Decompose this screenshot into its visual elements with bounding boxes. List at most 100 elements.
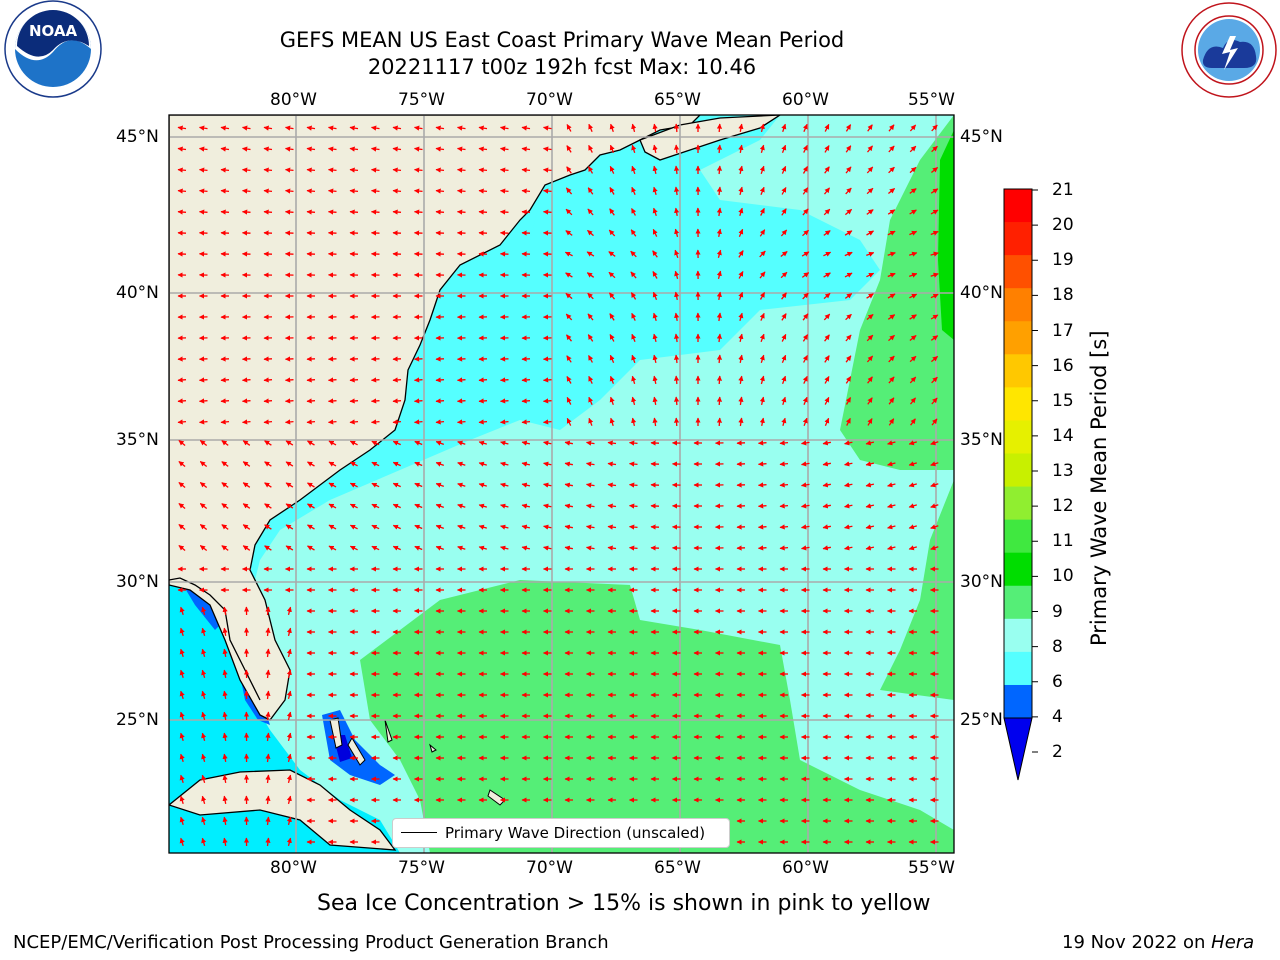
wave-direction-arrow — [674, 354, 680, 364]
wave-direction-arrow — [179, 627, 185, 636]
wave-direction-arrow — [588, 144, 594, 153]
wave-direction-arrow — [845, 187, 852, 195]
wave-direction-arrow — [631, 312, 637, 321]
wave-direction-arrow — [628, 545, 638, 551]
wave-direction-arrow — [759, 417, 765, 427]
wave-direction-arrow — [521, 503, 531, 509]
wave-direction-arrow — [931, 145, 938, 153]
wave-direction-arrow — [930, 251, 939, 257]
wave-direction-arrow — [284, 167, 294, 173]
wave-direction-arrow — [910, 418, 916, 426]
wave-direction-arrow — [307, 461, 315, 467]
lon-label-bottom-65w: 65°W — [654, 858, 701, 878]
wave-direction-arrow — [738, 417, 744, 427]
wave-direction-arrow — [652, 165, 658, 175]
wave-direction-arrow — [931, 124, 938, 132]
wave-direction-arrow — [221, 545, 229, 551]
wave-direction-arrow — [327, 377, 337, 383]
wave-direction-arrow — [179, 837, 185, 846]
wave-direction-arrow — [179, 669, 185, 678]
wave-direction-arrow — [392, 545, 401, 551]
wave-direction-arrow — [413, 167, 423, 173]
wave-direction-arrow — [284, 125, 294, 131]
wave-direction-arrow — [179, 690, 185, 699]
wave-direction-arrow — [867, 124, 873, 132]
wave-direction-arrow — [587, 208, 594, 216]
wave-direction-arrow — [800, 461, 810, 467]
wave-direction-arrow — [781, 123, 787, 133]
wave-direction-arrow — [456, 398, 466, 404]
wave-direction-arrow — [201, 627, 207, 636]
wave-direction-arrow — [674, 207, 680, 217]
wave-direction-arrow — [631, 123, 637, 133]
wave-direction-arrow — [738, 291, 744, 300]
wave-direction-arrow — [565, 292, 573, 300]
wave-direction-arrow — [370, 377, 380, 383]
lon-label-top-55w: 55°W — [908, 90, 955, 110]
wave-direction-arrow — [930, 461, 939, 467]
wave-direction-arrow — [759, 165, 765, 175]
colorbar-tick-label: 9 — [1052, 601, 1063, 622]
wave-direction-arrow — [908, 482, 917, 488]
wave-direction-arrow — [286, 690, 292, 700]
wave-direction-arrow — [478, 524, 487, 530]
wave-direction-arrow — [930, 503, 939, 509]
wave-direction-arrow — [759, 229, 766, 237]
wave-direction-arrow — [328, 503, 337, 509]
wave-direction-arrow — [631, 333, 637, 342]
wave-direction-arrow — [542, 146, 552, 152]
wave-direction-arrow — [802, 396, 808, 405]
wave-direction-arrow — [566, 166, 572, 174]
wave-direction-arrow — [887, 209, 896, 215]
wave-direction-arrow — [392, 482, 401, 488]
wave-direction-arrow — [652, 333, 658, 343]
wave-direction-arrow — [738, 396, 744, 406]
wave-direction-arrow — [264, 482, 272, 488]
wave-direction-arrow — [887, 545, 896, 551]
wave-direction-arrow — [781, 144, 787, 153]
wave-direction-arrow — [738, 207, 744, 216]
wave-direction-arrow — [286, 711, 292, 721]
colorbar-segment — [1004, 453, 1032, 488]
wave-direction-arrow — [542, 125, 552, 131]
wave-direction-arrow — [824, 123, 830, 132]
wave-direction-arrow — [759, 186, 765, 195]
wave-direction-arrow — [500, 545, 509, 551]
wave-direction-arrow — [781, 165, 787, 174]
wave-direction-arrow — [392, 146, 402, 152]
wave-direction-arrow — [931, 418, 938, 426]
wave-direction-arrow — [392, 209, 402, 215]
wave-direction-arrow — [414, 482, 423, 488]
wave-direction-arrow — [888, 418, 895, 426]
wave-direction-arrow — [759, 144, 765, 153]
wave-direction-arrow — [307, 482, 315, 488]
wave-direction-arrow — [241, 419, 251, 425]
wave-direction-arrow — [631, 354, 637, 364]
wave-direction-arrow — [930, 314, 939, 320]
wave-direction-arrow — [674, 333, 680, 343]
wave-direction-arrow — [220, 167, 230, 173]
lon-label-top-70w: 70°W — [526, 90, 573, 110]
wave-direction-arrow — [286, 606, 292, 616]
wave-direction-arrow — [264, 503, 272, 509]
wave-direction-arrow — [499, 167, 509, 173]
colorbar-segment — [1004, 552, 1032, 587]
wave-direction-arrow — [631, 396, 637, 406]
wave-direction-arrow — [887, 251, 896, 257]
lon-label-bottom-75w: 75°W — [398, 858, 445, 878]
wave-direction-arrow — [198, 146, 208, 152]
wave-direction-arrow — [179, 795, 185, 804]
wave-direction-arrow — [220, 125, 230, 131]
wave-direction-arrow — [930, 166, 939, 174]
wave-direction-arrow — [802, 417, 808, 427]
wave-direction-arrow — [392, 188, 402, 194]
wave-direction-arrow — [265, 774, 271, 784]
wave-direction-arrow — [264, 461, 272, 467]
wave-direction-arrow — [564, 524, 574, 530]
wave-direction-arrow — [392, 125, 402, 131]
colorbar-segment — [1004, 618, 1032, 653]
wave-direction-arrow — [435, 209, 445, 215]
wave-direction-arrow — [349, 377, 359, 383]
colorbar-segment — [1004, 288, 1032, 322]
wave-direction-arrow — [845, 313, 852, 321]
